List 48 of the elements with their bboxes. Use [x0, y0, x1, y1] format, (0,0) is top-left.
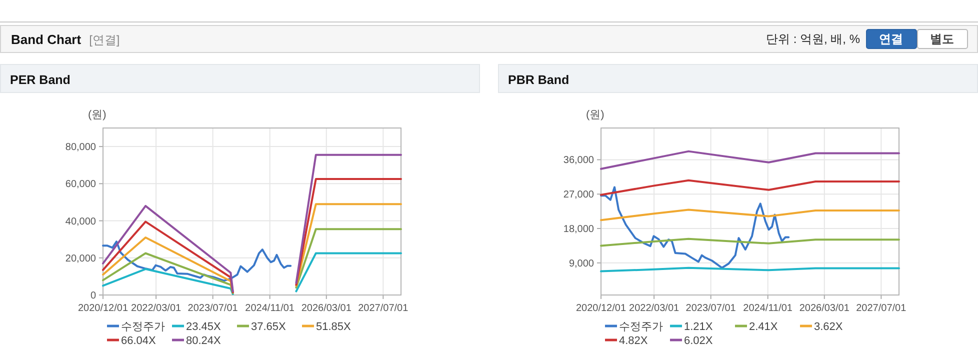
chart-title: PBR Band [508, 73, 570, 87]
legend-label: 1.21X [684, 321, 714, 333]
y-tick-label: 0 [90, 290, 96, 302]
text: 단위 : 억원, 배, % [766, 32, 860, 46]
x-tick-label: 2020/12/01 [576, 303, 626, 314]
x-tick-label: 2026/03/01 [799, 303, 850, 314]
text: Band Chart [11, 32, 82, 47]
x-tick-label: 2026/03/01 [301, 303, 352, 314]
legend-label: 51.85X [316, 321, 352, 333]
legend-label: 수정주가 [121, 321, 165, 333]
y-tick-label: 18,000 [563, 224, 594, 236]
y-tick-label: 20,000 [65, 253, 96, 264]
x-tick-label: 2020/12/01 [78, 303, 128, 314]
y-axis-title: (원) [88, 109, 106, 121]
line-series [600, 150, 900, 170]
line-series [600, 179, 900, 196]
y-tick-label: 80,000 [65, 142, 96, 154]
line-series [600, 238, 900, 247]
legend-label: 6.02X [684, 335, 714, 347]
legend-label: 37.65X [251, 321, 287, 333]
line-series [102, 240, 292, 282]
chart-title: PER Band [10, 73, 70, 87]
text: 연결 [879, 32, 903, 46]
y-tick-label: 27,000 [563, 190, 594, 201]
text: 별도 [930, 32, 954, 46]
legend-label: 수정주가 [619, 321, 663, 333]
y-tick-label: 9,000 [568, 258, 594, 270]
line-series [600, 208, 900, 222]
x-tick-label: 2027/07/01 [856, 303, 907, 314]
x-tick-label: 2024/11/01 [743, 303, 793, 314]
x-tick-label: 2023/07/01 [686, 303, 736, 314]
legend-label: 4.82X [619, 335, 648, 347]
x-tick-label: 2022/03/01 [131, 303, 182, 314]
legend-label: 23.45X [186, 321, 222, 333]
x-tick-label: 2023/07/01 [188, 303, 238, 314]
x-tick-label: 2024/11/01 [245, 303, 295, 314]
legend-label: 2.41X [749, 321, 778, 333]
legend-label: 3.62X [814, 321, 844, 333]
x-tick-label: 2022/03/01 [629, 303, 680, 314]
x-tick-label: 2027/07/01 [358, 303, 409, 314]
y-tick-label: 36,000 [563, 155, 594, 166]
text: [연결] [89, 33, 120, 47]
legend-label: 80.24X [186, 335, 222, 347]
y-axis-title: (원) [586, 109, 604, 121]
line-series [600, 186, 790, 269]
legend-label: 66.04X [121, 335, 157, 347]
y-tick-label: 60,000 [65, 179, 96, 190]
y-tick-label: 40,000 [65, 216, 96, 228]
